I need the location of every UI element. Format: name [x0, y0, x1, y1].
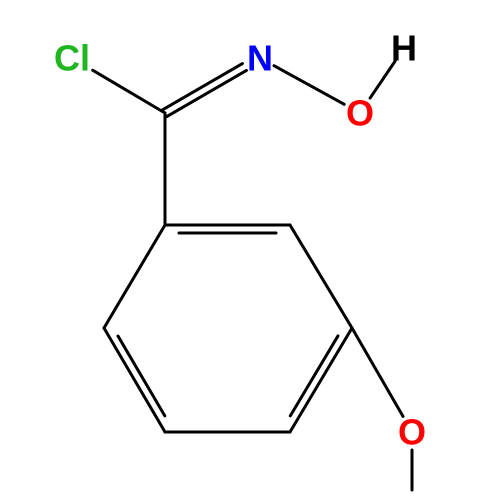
bond [93, 70, 165, 113]
bond [104, 225, 165, 328]
bond [274, 66, 344, 105]
bond [290, 225, 352, 328]
bond [290, 336, 338, 416]
bond [290, 328, 352, 432]
bond [118, 336, 165, 416]
atom-o: O [398, 412, 426, 453]
bond [104, 328, 165, 432]
atom-o: O [346, 93, 374, 134]
atom-n: N [247, 38, 273, 79]
atom-h: H [391, 28, 417, 69]
bond [352, 328, 403, 416]
bond [163, 64, 242, 110]
atom-cl: Cl [54, 38, 90, 79]
bond [167, 70, 246, 116]
molecule-diagram: ClNOHO [0, 0, 500, 500]
